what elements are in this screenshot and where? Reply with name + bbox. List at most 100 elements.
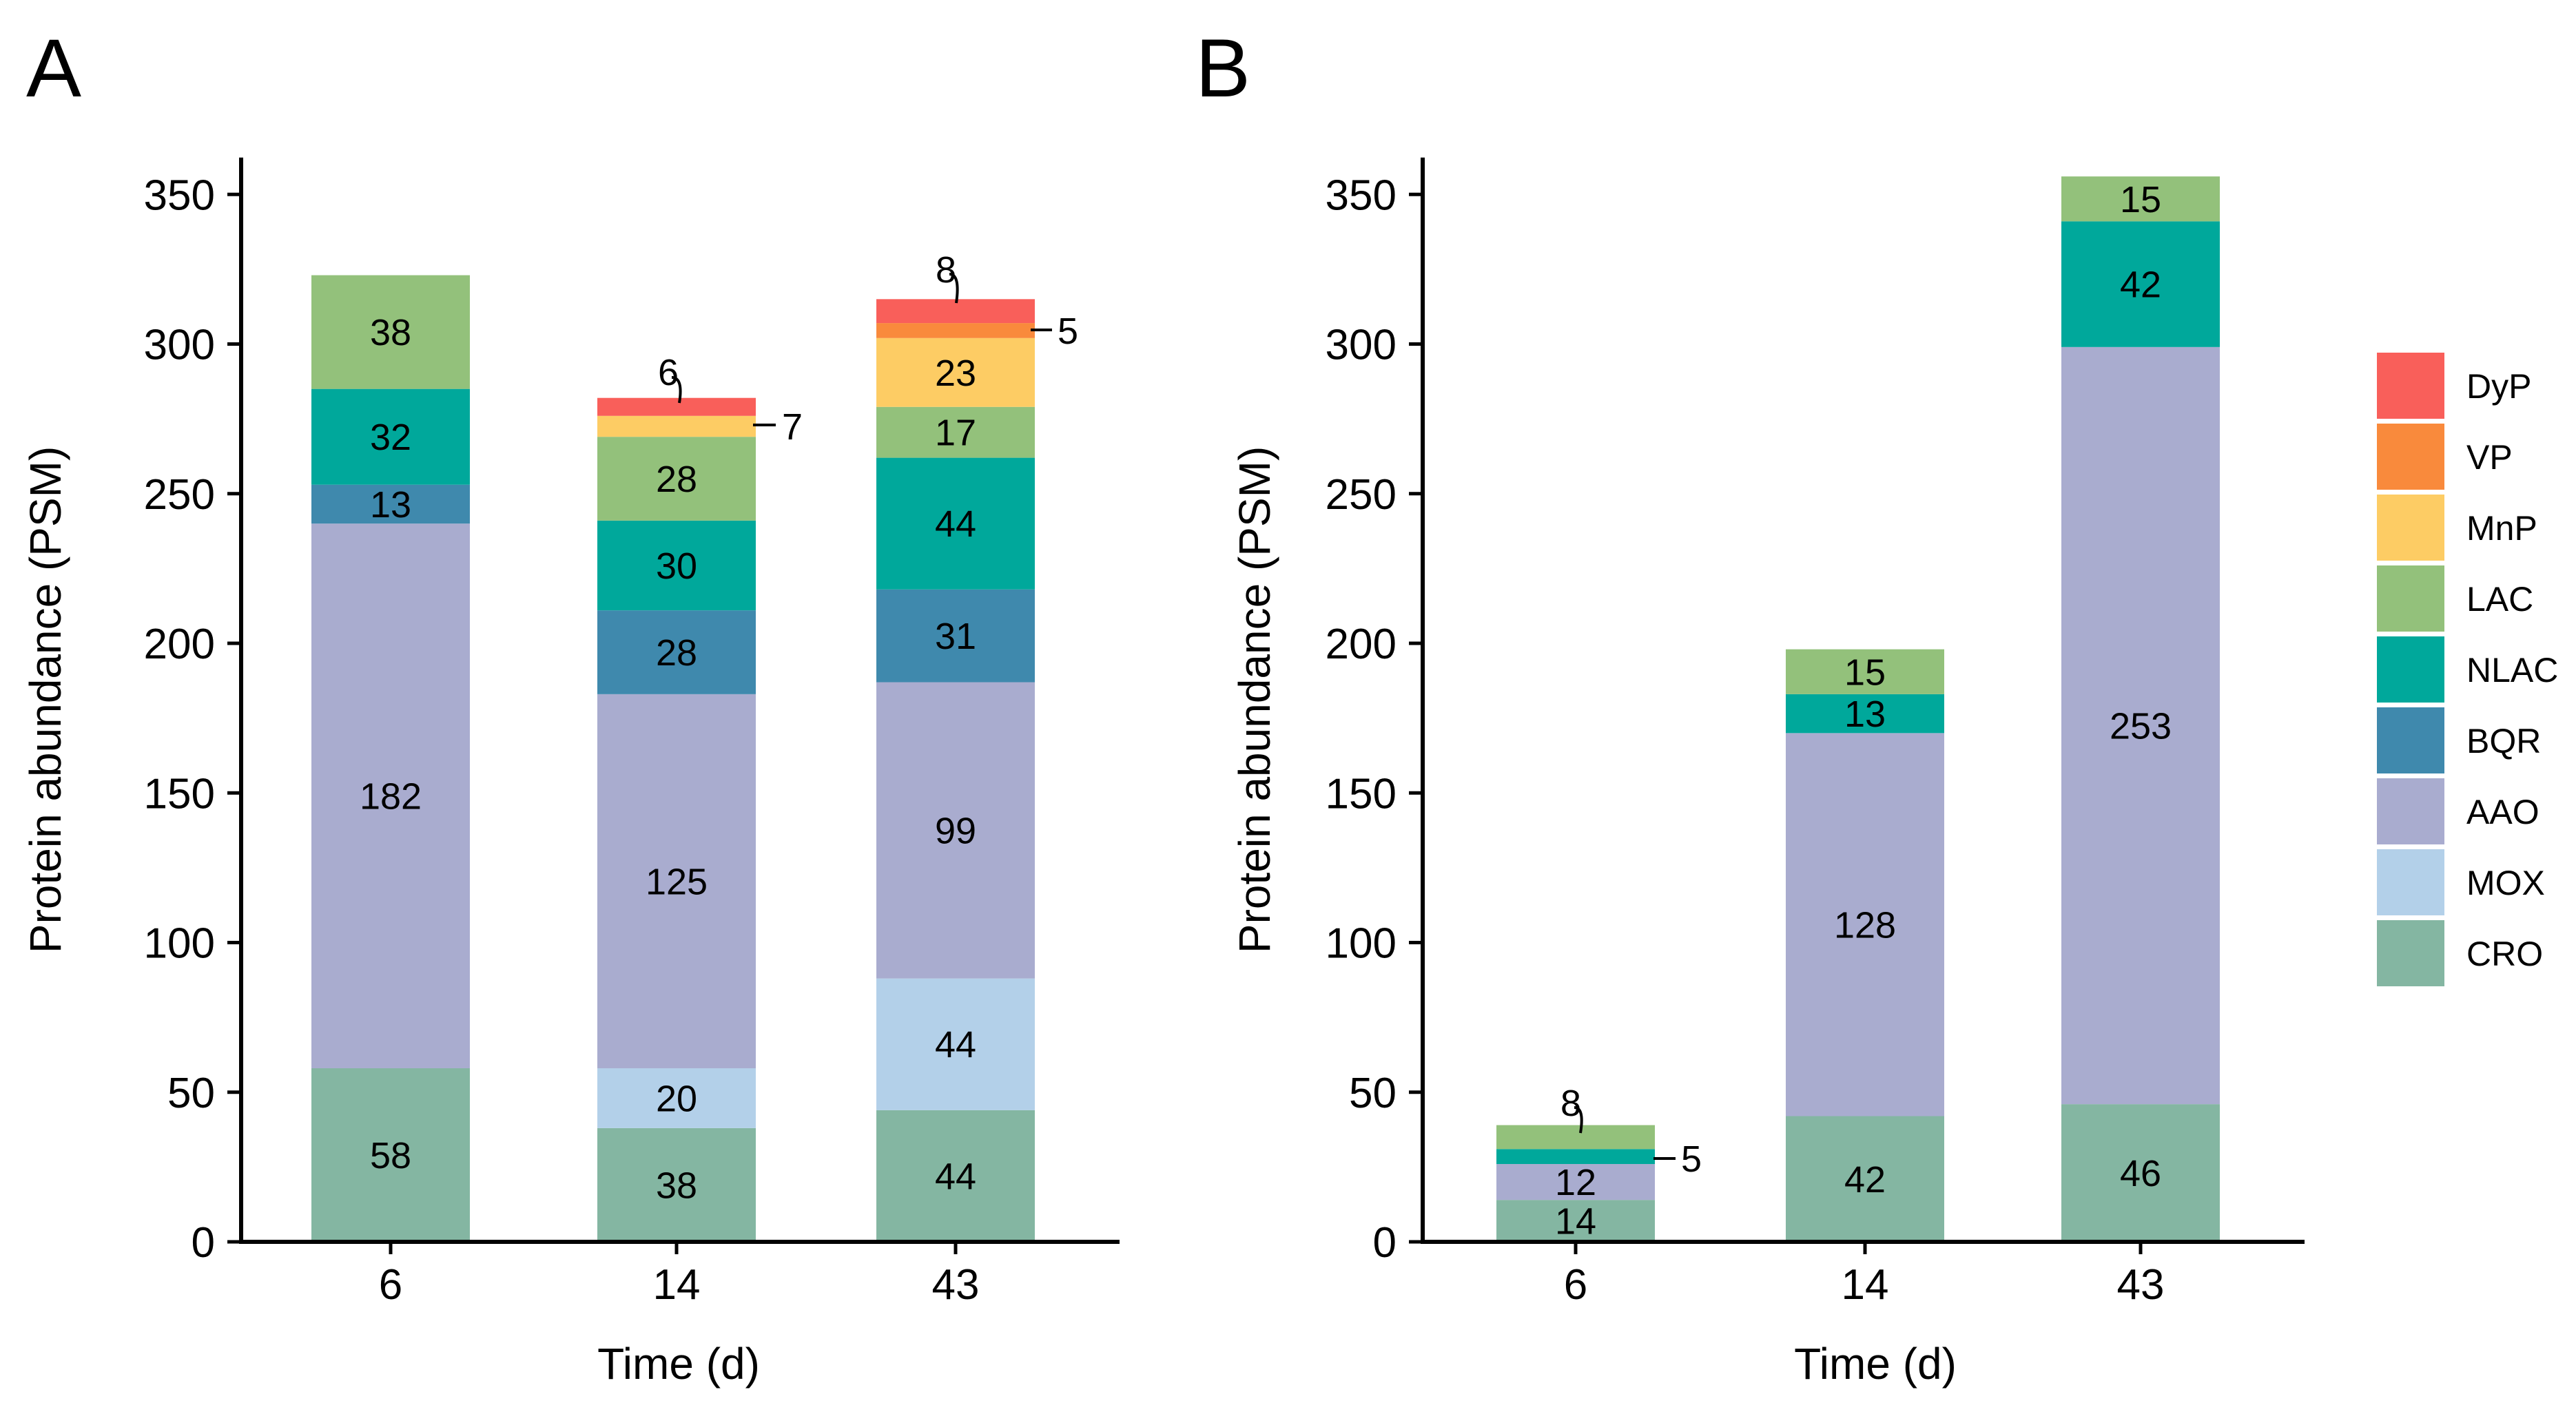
panel-letter-a: A bbox=[26, 22, 81, 114]
data-label-mnp-43: 23 bbox=[935, 353, 976, 394]
bar-segment-nlac-43 bbox=[2061, 221, 2220, 347]
bar-segment-cro-43 bbox=[876, 1110, 1035, 1242]
chart-panel-a: 5818213323863820125283028761444449931441… bbox=[21, 157, 1120, 1389]
callout-line-dyp-43 bbox=[949, 273, 959, 304]
data-label-nlac-6: 5 bbox=[1681, 1139, 1702, 1180]
x-tick-label-6: 6 bbox=[379, 1261, 402, 1309]
legend-swatch-bqr bbox=[2377, 707, 2444, 773]
data-label-aao-6: 12 bbox=[1555, 1162, 1596, 1203]
legend-swatch-mox bbox=[2377, 849, 2444, 915]
bar-segment-cro-6 bbox=[311, 1068, 470, 1242]
bar-segment-lac-14 bbox=[597, 437, 756, 521]
y-tick-label-350: 350 bbox=[1326, 172, 1397, 219]
data-label-bqr-43: 31 bbox=[935, 616, 976, 657]
chart-panel-b: 1412586421281315144625342154305010015020… bbox=[1230, 157, 2305, 1389]
data-label-aao-43: 253 bbox=[2110, 705, 2172, 747]
data-label-aao-14: 125 bbox=[646, 861, 708, 902]
legend-swatch-cro bbox=[2377, 920, 2444, 986]
data-label-dyp-14: 6 bbox=[658, 352, 679, 393]
bar-segment-cro-43 bbox=[2061, 1104, 2220, 1242]
bar-segment-bqr-14 bbox=[597, 610, 756, 694]
y-tick-label-0: 0 bbox=[192, 1219, 215, 1267]
callout-line-dyp-14 bbox=[671, 376, 682, 404]
data-label-dyp-43: 8 bbox=[936, 249, 956, 291]
panel-letter-b: B bbox=[1195, 22, 1250, 114]
bar-segment-bqr-43 bbox=[876, 589, 1035, 683]
y-tick-label-250: 250 bbox=[144, 471, 215, 519]
x-tick-label-14: 14 bbox=[1842, 1261, 1889, 1309]
data-label-cro-6: 58 bbox=[370, 1135, 411, 1176]
data-label-lac-14: 15 bbox=[1844, 652, 1886, 693]
legend-swatch-lac bbox=[2377, 565, 2444, 632]
legend-label-mox: MOX bbox=[2466, 864, 2545, 902]
x-tick-label-43: 43 bbox=[2117, 1261, 2165, 1309]
y-tick-label-200: 200 bbox=[1326, 621, 1397, 668]
data-label-cro-43: 44 bbox=[935, 1156, 976, 1197]
bar-segment-dyp-14 bbox=[597, 397, 756, 416]
y-tick-label-100: 100 bbox=[1326, 920, 1397, 968]
y-axis-title: Protein abundance (PSM) bbox=[1230, 446, 1279, 953]
data-label-lac-43: 15 bbox=[2120, 179, 2161, 220]
bar-segment-lac-6 bbox=[1496, 1125, 1655, 1150]
data-label-cro-43: 46 bbox=[2120, 1153, 2161, 1194]
legend-label-vp: VP bbox=[2466, 438, 2513, 477]
bar-segment-nlac-6 bbox=[1496, 1149, 1655, 1165]
bar-segment-lac-43 bbox=[2061, 176, 2220, 222]
data-label-mox-43: 44 bbox=[935, 1024, 976, 1066]
data-label-lac-6: 8 bbox=[1560, 1083, 1581, 1124]
bar-segment-cro-14 bbox=[1786, 1116, 1944, 1242]
bar-segment-aao-43 bbox=[2061, 346, 2220, 1105]
y-tick-label-100: 100 bbox=[144, 920, 215, 968]
data-label-nlac-43: 44 bbox=[935, 503, 976, 545]
legend-swatch-aao bbox=[2377, 778, 2444, 844]
legend-swatch-vp bbox=[2377, 424, 2444, 490]
bar-segment-lac-14 bbox=[1786, 649, 1944, 694]
legend-swatch-mnp bbox=[2377, 495, 2444, 561]
data-label-nlac-14: 13 bbox=[1844, 694, 1886, 735]
data-label-nlac-43: 42 bbox=[2120, 264, 2161, 306]
data-label-aao-14: 128 bbox=[1834, 904, 1896, 946]
callout-line-lac-6 bbox=[1574, 1106, 1583, 1134]
bar-segment-aao-14 bbox=[597, 694, 756, 1068]
x-tick-label-6: 6 bbox=[1564, 1261, 1587, 1309]
y-axis-title: Protein abundance (PSM) bbox=[21, 446, 70, 953]
legend-label-mnp: MnP bbox=[2466, 509, 2537, 548]
y-tick-label-300: 300 bbox=[144, 322, 215, 369]
data-label-cro-14: 42 bbox=[1844, 1159, 1886, 1201]
bar-segment-aao-43 bbox=[876, 682, 1035, 979]
data-label-lac-6: 38 bbox=[370, 312, 411, 353]
data-label-vp-43: 5 bbox=[1058, 311, 1078, 352]
legend-swatch-dyp bbox=[2377, 353, 2444, 419]
y-tick-label-200: 200 bbox=[144, 621, 215, 668]
legend-label-aao: AAO bbox=[2466, 793, 2539, 831]
x-axis-title: Time (d) bbox=[1794, 1339, 1957, 1389]
data-label-lac-14: 28 bbox=[656, 459, 697, 500]
y-tick-label-150: 150 bbox=[144, 770, 215, 818]
legend-label-bqr: BQR bbox=[2466, 722, 2541, 760]
y-tick-label-50: 50 bbox=[167, 1070, 215, 1117]
data-label-bqr-6: 13 bbox=[370, 484, 411, 526]
bar-segment-mox-14 bbox=[597, 1068, 756, 1128]
bar-segment-nlac-6 bbox=[311, 388, 470, 485]
bar-segment-nlac-14 bbox=[1786, 694, 1944, 734]
bar-segment-lac-43 bbox=[876, 406, 1035, 458]
bar-segment-aao-6 bbox=[1496, 1164, 1655, 1201]
bar-segment-mnp-14 bbox=[597, 415, 756, 437]
y-tick-label-250: 250 bbox=[1326, 471, 1397, 519]
data-label-mnp-14: 7 bbox=[782, 406, 803, 448]
data-label-bqr-14: 28 bbox=[656, 632, 697, 674]
y-tick-label-300: 300 bbox=[1326, 322, 1397, 369]
bar-segment-lac-6 bbox=[311, 275, 470, 389]
bar-segment-aao-6 bbox=[311, 523, 470, 1068]
legend-label-lac: LAC bbox=[2466, 580, 2533, 619]
bar-segment-mnp-43 bbox=[876, 337, 1035, 407]
legend-label-cro: CRO bbox=[2466, 935, 2543, 973]
bar-segment-cro-14 bbox=[597, 1127, 756, 1242]
data-label-aao-43: 99 bbox=[935, 811, 976, 852]
y-tick-label-350: 350 bbox=[144, 172, 215, 219]
data-label-aao-6: 182 bbox=[360, 776, 422, 818]
data-label-lac-43: 17 bbox=[935, 413, 976, 454]
legend-label-dyp: DyP bbox=[2466, 367, 2531, 406]
legend: DyP VP MnP LAC NLAC BQR AAO MOX CRO bbox=[2377, 353, 2558, 986]
data-label-mox-14: 20 bbox=[656, 1078, 697, 1119]
